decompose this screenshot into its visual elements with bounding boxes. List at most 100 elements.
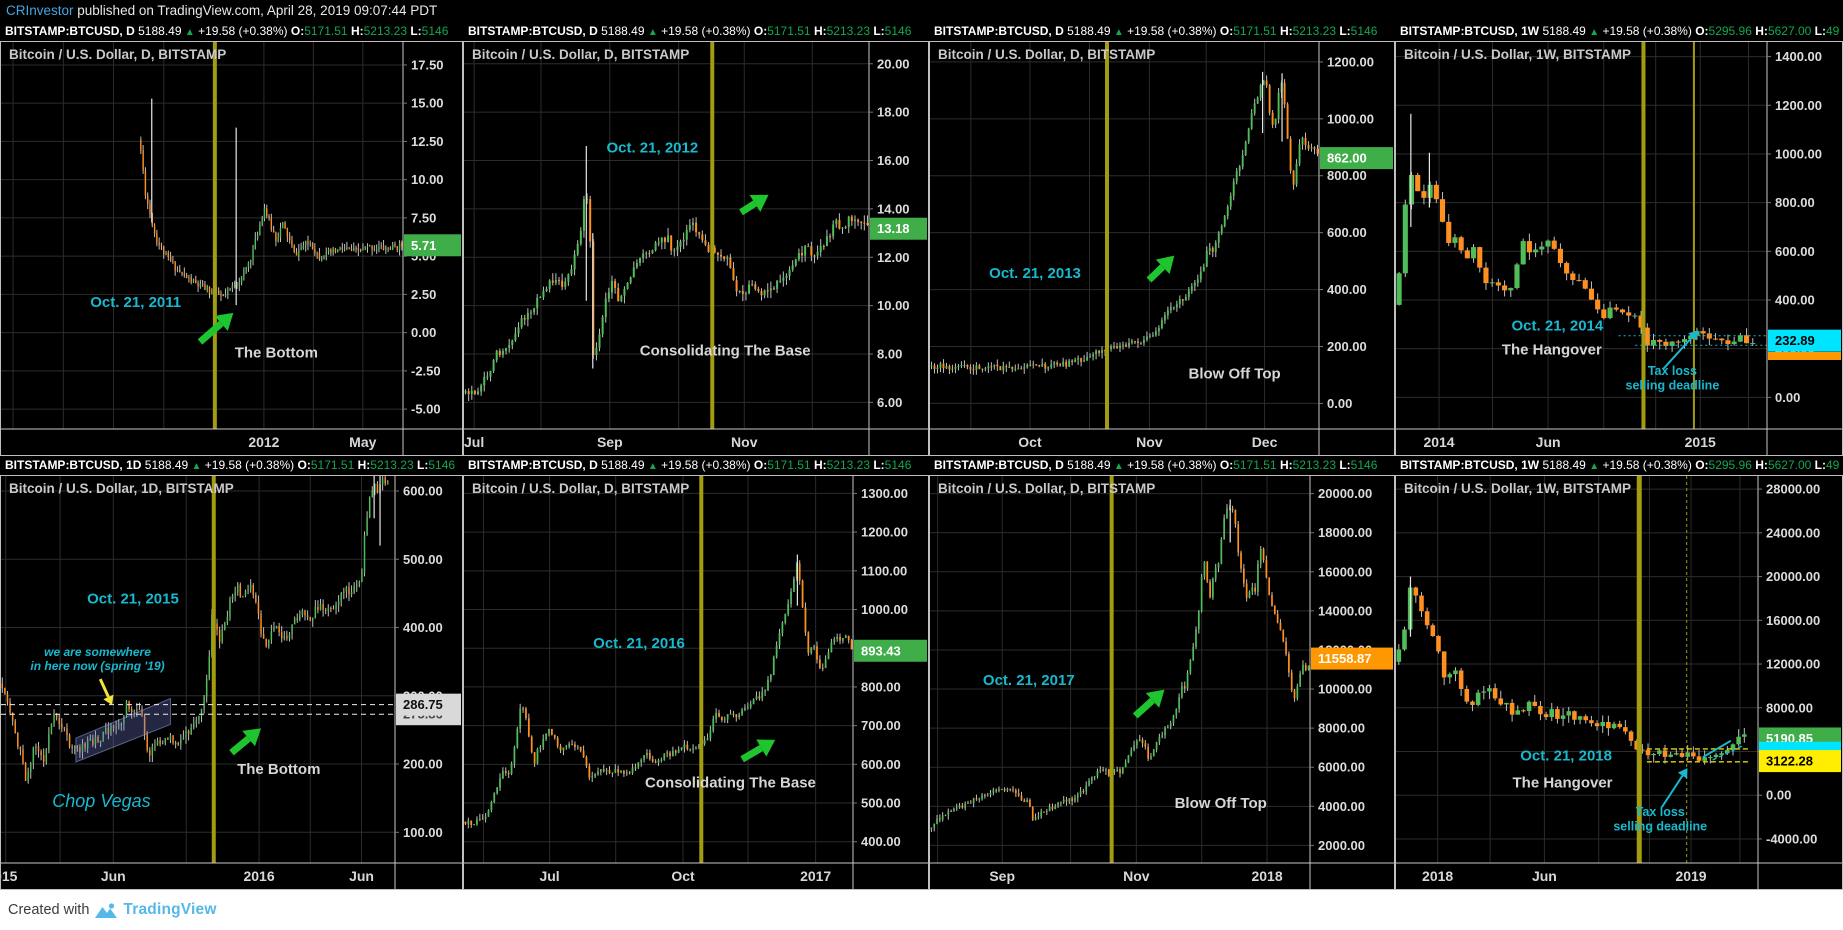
price-axis[interactable]: 17.5015.0012.5010.007.505.002.500.00-2.5… [1, 42, 462, 455]
credit-line: CRInvestor published on TradingView.com,… [0, 0, 1843, 22]
chart-header: BITSTAMP:BTCUSD, 1W 5188.49 ▲ +19.58 (+0… [1395, 456, 1843, 475]
chart-cell: BITSTAMP:BTCUSD, D 5188.49 ▲ +19.58 (+0.… [463, 22, 929, 456]
plot-gridlines [1, 476, 395, 863]
chart-panel[interactable]: Oct. 21, 2013 Blow Off Top 1200.00 1000.00 8… [929, 41, 1395, 456]
chart-panel[interactable]: Oct. 21, 2016 Consolidating The Base 1300.… [463, 475, 929, 890]
plot-gridlines [930, 476, 1310, 863]
y-tick-label: 0.00 [411, 325, 436, 340]
time-axis[interactable]: 015 Jun 2016 Jun [1, 868, 374, 884]
y-tick-label: 500.00 [861, 796, 901, 811]
chart-header: BITSTAMP:BTCUSD, D 5188.49 ▲ +19.58 (+0.… [929, 22, 1395, 41]
x-tick-label: Nov [1123, 868, 1150, 884]
open-label: O: [753, 24, 768, 38]
x-tick-label: 2018 [1251, 868, 1282, 884]
low-value: 5146 [884, 24, 912, 38]
price-axis[interactable]: 1300.001200.001100.001000.00900.00800.00… [464, 476, 928, 889]
price-badge: 3122.28 [1759, 750, 1841, 773]
y-tick-label: -4000.00 [1766, 831, 1817, 846]
price-change: +19.58 (+0.38%) [1127, 458, 1217, 472]
annotation-label: The Bottom [235, 344, 318, 361]
low-label: L: [1339, 458, 1351, 472]
chart-panel[interactable]: Oct. 21, 2017 Blow Off Top 20000.00 18000.0… [929, 475, 1395, 890]
chart-panel[interactable]: Oct. 21, 2018 The Hangover Tax loss selling… [1395, 475, 1843, 890]
symbol-interval: BITSTAMP:BTCUSD, D [468, 458, 598, 472]
annotation-date: Oct. 21, 2013 [989, 265, 1081, 282]
plot-gridlines [1, 42, 403, 429]
price-axis[interactable]: 20.00 18.00 16.00 14.00 12.00 10.00 8.00 6.00 [464, 42, 928, 455]
author-link[interactable]: CRInvestor [6, 3, 74, 18]
y-tick-label: 20.00 [877, 56, 910, 71]
price-change: +19.58 (+0.38%) [1602, 458, 1692, 472]
svg-text:893.43: 893.43 [861, 643, 901, 658]
change-up-icon: ▲ [184, 27, 195, 38]
change-up-icon: ▲ [191, 461, 202, 472]
time-axis[interactable]: Oct Nov Dec [1018, 434, 1277, 450]
x-tick-label: 2016 [243, 868, 274, 884]
y-tick-label: 700.00 [861, 718, 901, 733]
chart-panel[interactable]: Oct. 21, 2012 Consolidating The Base 20.00… [463, 41, 929, 456]
annotation-label: Consolidating The Base [640, 342, 811, 359]
y-tick-label: 16.00 [877, 153, 910, 168]
y-tick-label: 0.00 [1766, 788, 1791, 803]
open-label: O: [1695, 24, 1709, 38]
low-value: 5146 [428, 458, 456, 472]
y-tick-label: 28000.00 [1766, 482, 1820, 497]
credit-text: published on TradingView.com, April 28, … [73, 3, 438, 18]
time-axis[interactable]: 2012 May [248, 434, 376, 450]
chart-cell: BITSTAMP:BTCUSD, D 5188.49 ▲ +19.58 (+0.… [929, 456, 1395, 890]
y-tick-label: 400.00 [403, 620, 443, 635]
candlestick-series [464, 146, 869, 402]
low-label: L: [873, 458, 885, 472]
chart-panel[interactable]: Oct. 21, 2015 we are somewhere in here now… [0, 475, 463, 890]
created-with-text: Created with [8, 902, 90, 918]
plot-gridlines [464, 42, 869, 429]
time-axis[interactable]: Sep Nov 2018 [989, 868, 1282, 884]
annotation-big-italic: Chop Vegas [52, 791, 150, 811]
price-badge [1768, 351, 1841, 360]
arrow-annotation [739, 194, 769, 216]
chart-title: Bitcoin / U.S. Dollar, D, BITSTAMP [9, 47, 226, 62]
y-tick-label: 1100.00 [861, 563, 907, 578]
annotation-small-italic: we are somewhere in here now (spring '19) [30, 645, 164, 673]
y-tick-label: 16000.00 [1318, 564, 1372, 579]
open-value: 5171.51 [1233, 24, 1277, 38]
annotation-date: Oct. 21, 2012 [606, 139, 698, 156]
price-axis[interactable]: 20000.0018000.0016000.0014000.0012000.00… [930, 476, 1394, 889]
y-tick-label: 1200.00 [1327, 54, 1374, 69]
price-change: +19.58 (+0.38%) [661, 24, 751, 38]
y-tick-label: 8.00 [877, 347, 902, 362]
annotation-label: Blow Off Top [1175, 795, 1267, 812]
price-axis[interactable]: 1200.00 1000.00 800.00 600.00 400.00 200.00 0.… [930, 42, 1394, 455]
x-tick-label: Jun [101, 868, 126, 884]
x-tick-label: 015 [1, 868, 18, 884]
time-axis[interactable]: 2014 Jun 2015 [1423, 434, 1716, 450]
symbol-interval: BITSTAMP:BTCUSD, 1W [1400, 24, 1540, 38]
y-tick-label: 500.00 [403, 552, 443, 567]
plot-gridlines [1396, 476, 1758, 863]
x-tick-label: 2019 [1675, 868, 1706, 884]
symbol-interval: BITSTAMP:BTCUSD, 1D [5, 458, 142, 472]
chart-panel[interactable]: Oct. 21, 2014 The Hangover Tax loss selling… [1395, 41, 1843, 456]
y-tick-label: 2.50 [411, 287, 436, 302]
high-label: H: [1755, 458, 1768, 472]
annotation-note: Tax loss selling deadline [1613, 805, 1707, 834]
open-label: O: [290, 24, 305, 38]
symbol-interval: BITSTAMP:BTCUSD, D [468, 24, 598, 38]
low-value: 49 [1826, 458, 1840, 472]
chart-header: BITSTAMP:BTCUSD, D 5188.49 ▲ +19.58 (+0.… [0, 22, 463, 41]
open-value: 5171.51 [767, 458, 811, 472]
time-axis[interactable]: Jul Oct 2017 [539, 868, 831, 884]
price-change: +19.58 (+0.38%) [661, 458, 751, 472]
y-tick-label: 800.00 [861, 679, 901, 694]
low-label: L: [410, 24, 422, 38]
y-tick-label: 400.00 [1327, 282, 1367, 297]
x-tick-label: Oct [671, 868, 695, 884]
chart-panel[interactable]: Oct. 21, 2011 The Bottom 17.50 15.00 12.50 10… [0, 41, 463, 456]
tradingview-brand[interactable]: TradingView [123, 901, 217, 918]
time-axis[interactable]: 2018 Jun 2019 [1422, 868, 1707, 884]
low-label: L: [417, 458, 429, 472]
time-axis[interactable]: Jul Sep Nov [464, 434, 758, 450]
chart-cell: BITSTAMP:BTCUSD, D 5188.49 ▲ +19.58 (+0.… [929, 22, 1395, 456]
